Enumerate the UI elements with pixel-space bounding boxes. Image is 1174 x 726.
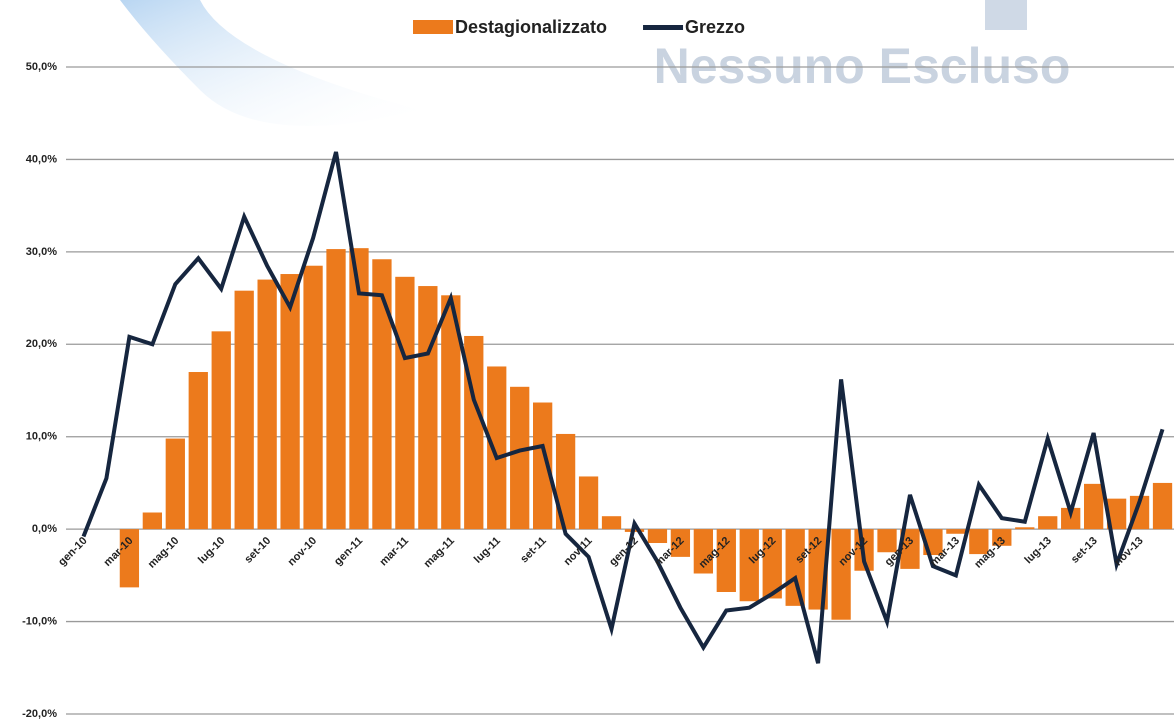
background-swoosh [120, 0, 420, 126]
x-tick-label: mag-10 [146, 535, 182, 571]
bar [900, 529, 920, 569]
bar [1152, 482, 1173, 530]
bar [119, 529, 140, 588]
x-tick-label: mar-11 [377, 535, 411, 569]
bar [670, 529, 691, 557]
y-tick-label: 20,0% [26, 338, 57, 350]
bar [303, 265, 323, 530]
bar [877, 529, 897, 553]
bar [487, 366, 507, 530]
bar [831, 529, 851, 620]
y-tick-label: 10,0% [26, 431, 57, 443]
bar [762, 529, 782, 599]
bar [395, 276, 415, 530]
y-tick-label: 30,0% [26, 246, 57, 258]
bar [578, 476, 599, 530]
bar [1084, 483, 1104, 530]
bar [1015, 527, 1035, 530]
y-tick-label: 40,0% [26, 153, 57, 165]
x-tick-label: lug-11 [472, 535, 503, 566]
bar [234, 290, 254, 530]
x-tick-label: mag-11 [422, 535, 457, 570]
bar [441, 295, 461, 530]
bar [165, 438, 185, 530]
bar [211, 331, 231, 530]
bar [739, 529, 759, 602]
legend-swatch [643, 25, 684, 30]
x-tick-label: gen-10 [56, 535, 90, 569]
bar [555, 433, 576, 530]
bar [533, 402, 553, 530]
bar [1038, 516, 1058, 530]
legend-label: Destagionalizzato [455, 17, 607, 37]
legend-swatch [413, 20, 453, 34]
bar [257, 279, 277, 530]
x-tick-label: lug-13 [1023, 535, 1054, 566]
legend-label: Grezzo [685, 17, 745, 37]
x-tick-label: nov-13 [1112, 535, 1146, 569]
bar [785, 529, 805, 606]
y-tick-label: 50,0% [26, 61, 57, 73]
bar [992, 529, 1012, 546]
bar [142, 512, 162, 530]
bar [349, 248, 369, 530]
bar [510, 386, 530, 530]
line [81, 151, 1165, 664]
bar [1129, 495, 1150, 530]
x-tick-label: set-13 [1069, 535, 1100, 566]
bar [693, 529, 713, 574]
bar [188, 372, 208, 530]
bar [280, 274, 300, 530]
bar [418, 286, 438, 530]
x-tick-label: gen-11 [332, 535, 365, 568]
watermark: Nessuno Escluso [654, 38, 1071, 94]
bar [969, 529, 989, 555]
bar [647, 529, 668, 544]
x-tick-label: set-11 [518, 535, 549, 566]
bar [326, 249, 346, 530]
bar [601, 516, 622, 530]
y-tick-label: -20,0% [22, 708, 57, 720]
background-shape [985, 0, 1027, 30]
y-tick-label: -10,0% [22, 615, 57, 627]
x-tick-label: lug-10 [196, 535, 227, 566]
x-tick-label: set-10 [242, 535, 273, 566]
bar [716, 529, 736, 592]
bar [946, 529, 966, 534]
bar [372, 259, 392, 530]
bar [1106, 498, 1127, 530]
x-tick-label: nov-10 [286, 535, 320, 569]
y-tick-label: 0,0% [32, 523, 57, 535]
